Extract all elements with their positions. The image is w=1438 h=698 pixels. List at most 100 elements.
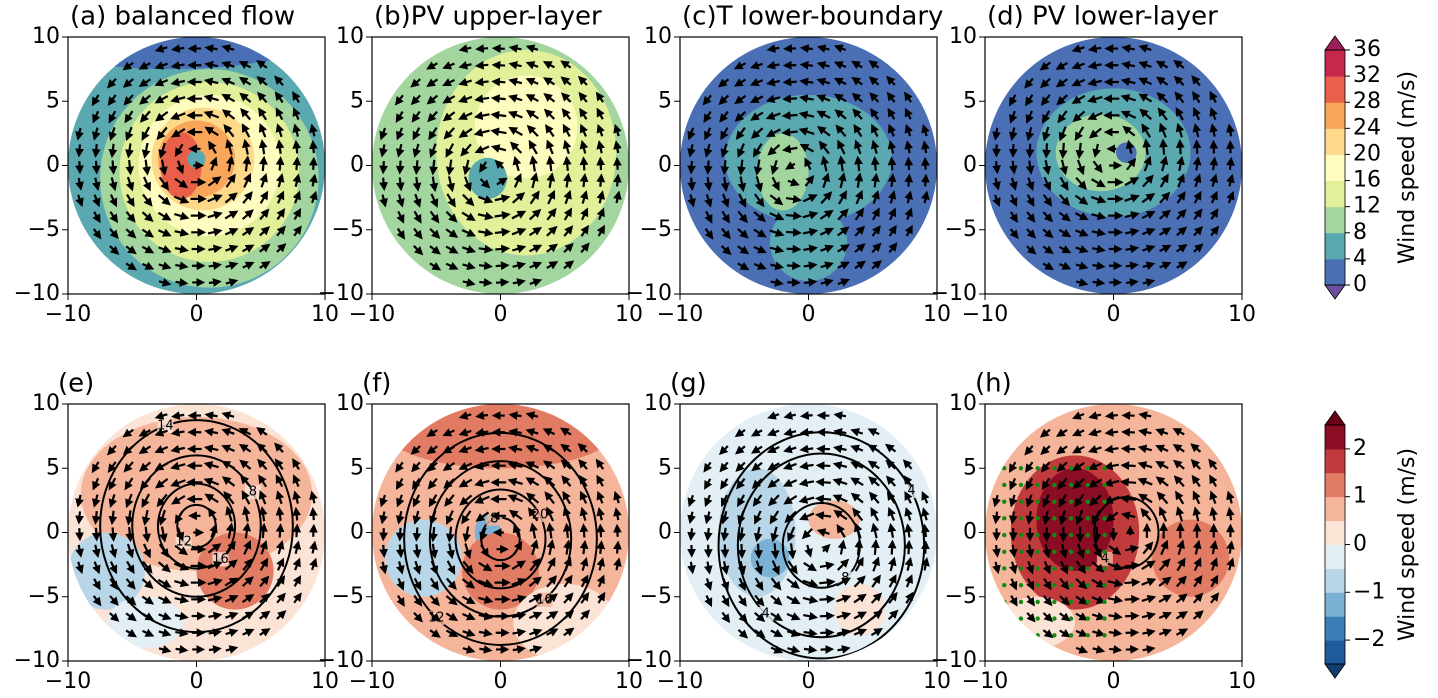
wind-arrow [96, 528, 97, 537]
y-tick-label: −5 [28, 217, 60, 242]
y-tick-label: 5 [963, 88, 977, 113]
wind-arrow [820, 482, 831, 483]
wind-arrow [892, 544, 893, 555]
significance-dot [1102, 616, 1106, 620]
colorbar-label: Wind speed (m/s) [1395, 448, 1420, 641]
wind-arrow [209, 48, 218, 49]
wind-arrow [112, 144, 113, 154]
wind-arrow [480, 48, 489, 49]
wind-arrow [600, 178, 601, 187]
wind-arrow [617, 178, 618, 187]
wind-arrow [433, 527, 434, 538]
wind-arrow [691, 562, 692, 570]
significance-dot [1086, 583, 1090, 587]
wind-arrow [383, 178, 384, 187]
wind-arrow [838, 415, 846, 416]
significance-dot [1002, 633, 1006, 637]
y-tick-label: 0 [350, 520, 364, 545]
significance-dot [1102, 516, 1106, 520]
y-tick-label: −10 [14, 648, 60, 673]
wind-arrow [775, 543, 776, 555]
wind-arrow [400, 545, 401, 554]
wind-arrow [263, 527, 264, 538]
significance-dot [1002, 516, 1006, 520]
y-tick-label: −10 [318, 648, 364, 673]
wind-arrow [175, 632, 184, 633]
wind-arrow [584, 527, 585, 537]
colorbar-band [1325, 154, 1345, 181]
wind-arrow [1063, 143, 1064, 155]
colorbar-tick-label: 2 [1353, 436, 1367, 461]
y-tick-label: −10 [626, 648, 672, 673]
wind-arrow [96, 144, 97, 153]
significance-dot [1002, 566, 1006, 570]
wind-arrow [804, 265, 813, 266]
significance-dot [1086, 533, 1090, 537]
y-tick-label: −5 [945, 217, 977, 242]
field [985, 37, 1242, 294]
significance-dot [1002, 616, 1006, 620]
significance-dot [1086, 616, 1090, 620]
wind-arrow [479, 65, 488, 66]
significance-dot [1035, 550, 1039, 554]
significance-dot [1102, 633, 1106, 637]
wind-arrow [691, 161, 692, 170]
wind-arrow [513, 48, 521, 50]
significance-dot [1002, 583, 1006, 587]
wind-arrow [279, 511, 280, 521]
y-tick-label: −5 [28, 584, 60, 609]
colorbar-tick-label: 0 [1353, 272, 1367, 297]
wind-arrow [804, 282, 813, 283]
colorbar-band [1325, 259, 1345, 286]
y-tick-label: −5 [332, 584, 364, 609]
significance-dot [1069, 600, 1073, 604]
wind-arrow [1196, 161, 1198, 171]
y-tick-label: 10 [644, 391, 672, 416]
significance-dot [1069, 633, 1073, 637]
y-tick-label: −5 [332, 217, 364, 242]
wind-arrow [296, 161, 297, 170]
wind-arrow [280, 160, 281, 170]
wind-arrow [724, 528, 725, 537]
wind-arrow [1124, 482, 1136, 483]
significance-dot [1052, 633, 1056, 637]
wind-arrow [495, 249, 505, 250]
wind-arrow [1079, 143, 1080, 155]
significance-dot [1035, 583, 1039, 587]
y-tick-label: 0 [963, 520, 977, 545]
x-tick-label: 0 [190, 669, 204, 694]
x-tick-label: 0 [802, 669, 816, 694]
y-tick-label: 10 [949, 391, 977, 416]
wind-arrow [908, 528, 909, 538]
wind-arrow [496, 282, 505, 283]
wind-arrow [479, 98, 489, 99]
x-tick-label: 0 [802, 302, 816, 327]
y-tick-label: 0 [963, 153, 977, 178]
significance-dot [1035, 616, 1039, 620]
wind-arrow [1126, 265, 1135, 266]
wind-arrow [113, 527, 114, 537]
y-tick-label: 5 [658, 88, 672, 113]
wind-arrow [417, 527, 418, 537]
wind-arrow [513, 649, 522, 650]
wind-arrow [819, 499, 831, 500]
y-tick-label: −10 [626, 281, 672, 306]
wind-arrow [925, 528, 926, 537]
wind-arrow [771, 48, 779, 49]
significance-dot [1002, 533, 1006, 537]
wind-arrow [996, 545, 997, 553]
wind-arrow [567, 160, 568, 171]
significance-dot [1086, 600, 1090, 604]
wind-arrow [113, 160, 114, 170]
colorbar-tick-label: 1 [1353, 484, 1367, 509]
significance-dot [1052, 616, 1056, 620]
wind-arrow [480, 415, 488, 416]
wind-arrow [495, 232, 506, 233]
y-tick-label: 10 [644, 24, 672, 49]
wind-arrow [786, 215, 798, 216]
wind-arrow [495, 115, 506, 116]
wind-arrow [584, 161, 585, 171]
significance-dot [1069, 583, 1073, 587]
x-tick-label: 10 [1228, 302, 1256, 327]
